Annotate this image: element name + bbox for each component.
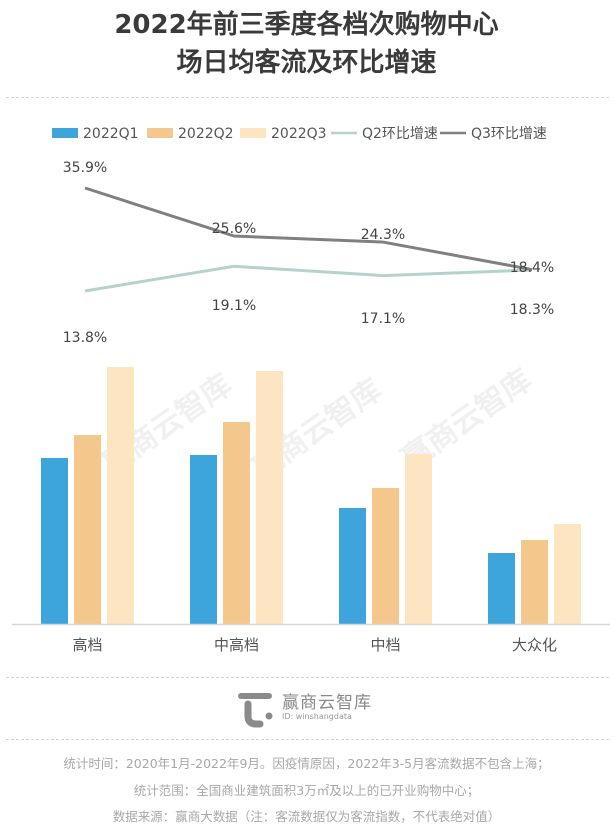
line-Q2环比增速 [84,264,533,293]
legend-item-2022Q2: 2022Q2 [147,126,234,142]
legend-item-Q2环比增速: Q2环比增速 [331,126,438,142]
middle-divider [6,677,609,678]
brand-logo: 赢商云智库 ID: winshangdata [236,688,396,730]
bar-2022Q3-中档 [405,454,432,624]
q2-growth-label: 19.1% [212,298,256,314]
q3-growth-label: 24.3% [361,227,405,243]
legend-swatch [147,128,173,138]
title-line-1: 2022年前三季度各档次购物中心 [114,10,499,40]
legend: 2022Q1 2022Q2 2022Q3 Q2环比增速 Q3环比增速 [52,126,547,142]
bar-2022Q3-中高档 [256,371,283,624]
logo-name: 赢商云智库 [282,693,372,713]
legend-item-2022Q1: 2022Q1 [52,126,139,142]
category-labels: 高档 中高档 中档 大众化 [72,636,557,654]
footnote-source: 数据来源：赢商大数据（注：客流数据仅为客流指数，不代表绝对值） [112,809,501,824]
combo-chart: 2022Q1 2022Q2 2022Q3 Q2环比增速 Q3环比增速 35.9% 25.6… [12,126,610,654]
bar-2022Q3-大众化 [554,524,581,624]
legend-label: 2022Q1 [83,126,139,142]
line-layer: 35.9% 25.6% 24.3% 18.4% 13.8% 19.1% 17.1% 18.3% [63,160,554,346]
q3-growth-label: 25.6% [212,221,256,237]
line-Q3环比增速 [84,186,533,272]
bar-layer [41,367,581,624]
q2-growth-label: 18.3% [510,302,554,318]
legend-label: 2022Q2 [178,126,234,142]
category-label: 中档 [370,636,400,654]
legend-label: 2022Q3 [271,126,327,142]
top-divider [6,97,609,98]
bar-2022Q1-高档 [41,458,68,624]
legend-swatch [52,128,78,138]
legend-item-Q3环比增速: Q3环比增速 [440,126,547,142]
bar-2022Q1-中档 [339,508,366,624]
footnote-period: 统计时间：2020年1月-2022年9月。因疫情原因，2022年3-5月客流数据… [63,756,550,771]
bar-2022Q2-大众化 [521,540,548,624]
bar-2022Q1-大众化 [488,553,515,624]
bottom-divider [6,739,609,740]
legend-swatch [240,128,266,138]
bar-2022Q2-中高档 [223,422,250,624]
logo-id: ID: winshangdata [282,712,352,721]
q3-growth-label: 18.4% [510,260,554,276]
category-label: 高档 [72,636,102,654]
legend-label: Q3环比增速 [471,126,547,142]
category-label: 中高档 [214,636,259,654]
footnote-scope: 统计范围：全国商业建筑面积3万㎡及以上的已开业购物中心； [133,783,480,798]
title-line-2: 场日均客流及环比增速 [176,48,437,78]
logo-icon [238,693,273,728]
legend-label: Q2环比增速 [362,126,438,142]
legend-item-2022Q3: 2022Q3 [240,126,327,142]
chart-title: 2022年前三季度各档次购物中心 场日均客流及环比增速 [0,6,613,82]
q2-growth-label: 13.8% [63,330,107,346]
category-label: 大众化 [512,636,557,654]
q2-growth-label: 17.1% [361,311,405,327]
bar-2022Q3-高档 [107,367,134,624]
bar-2022Q2-高档 [74,435,101,624]
bar-2022Q2-中档 [372,488,399,624]
q3-growth-label: 35.9% [63,160,107,176]
bar-2022Q1-中高档 [190,455,217,624]
